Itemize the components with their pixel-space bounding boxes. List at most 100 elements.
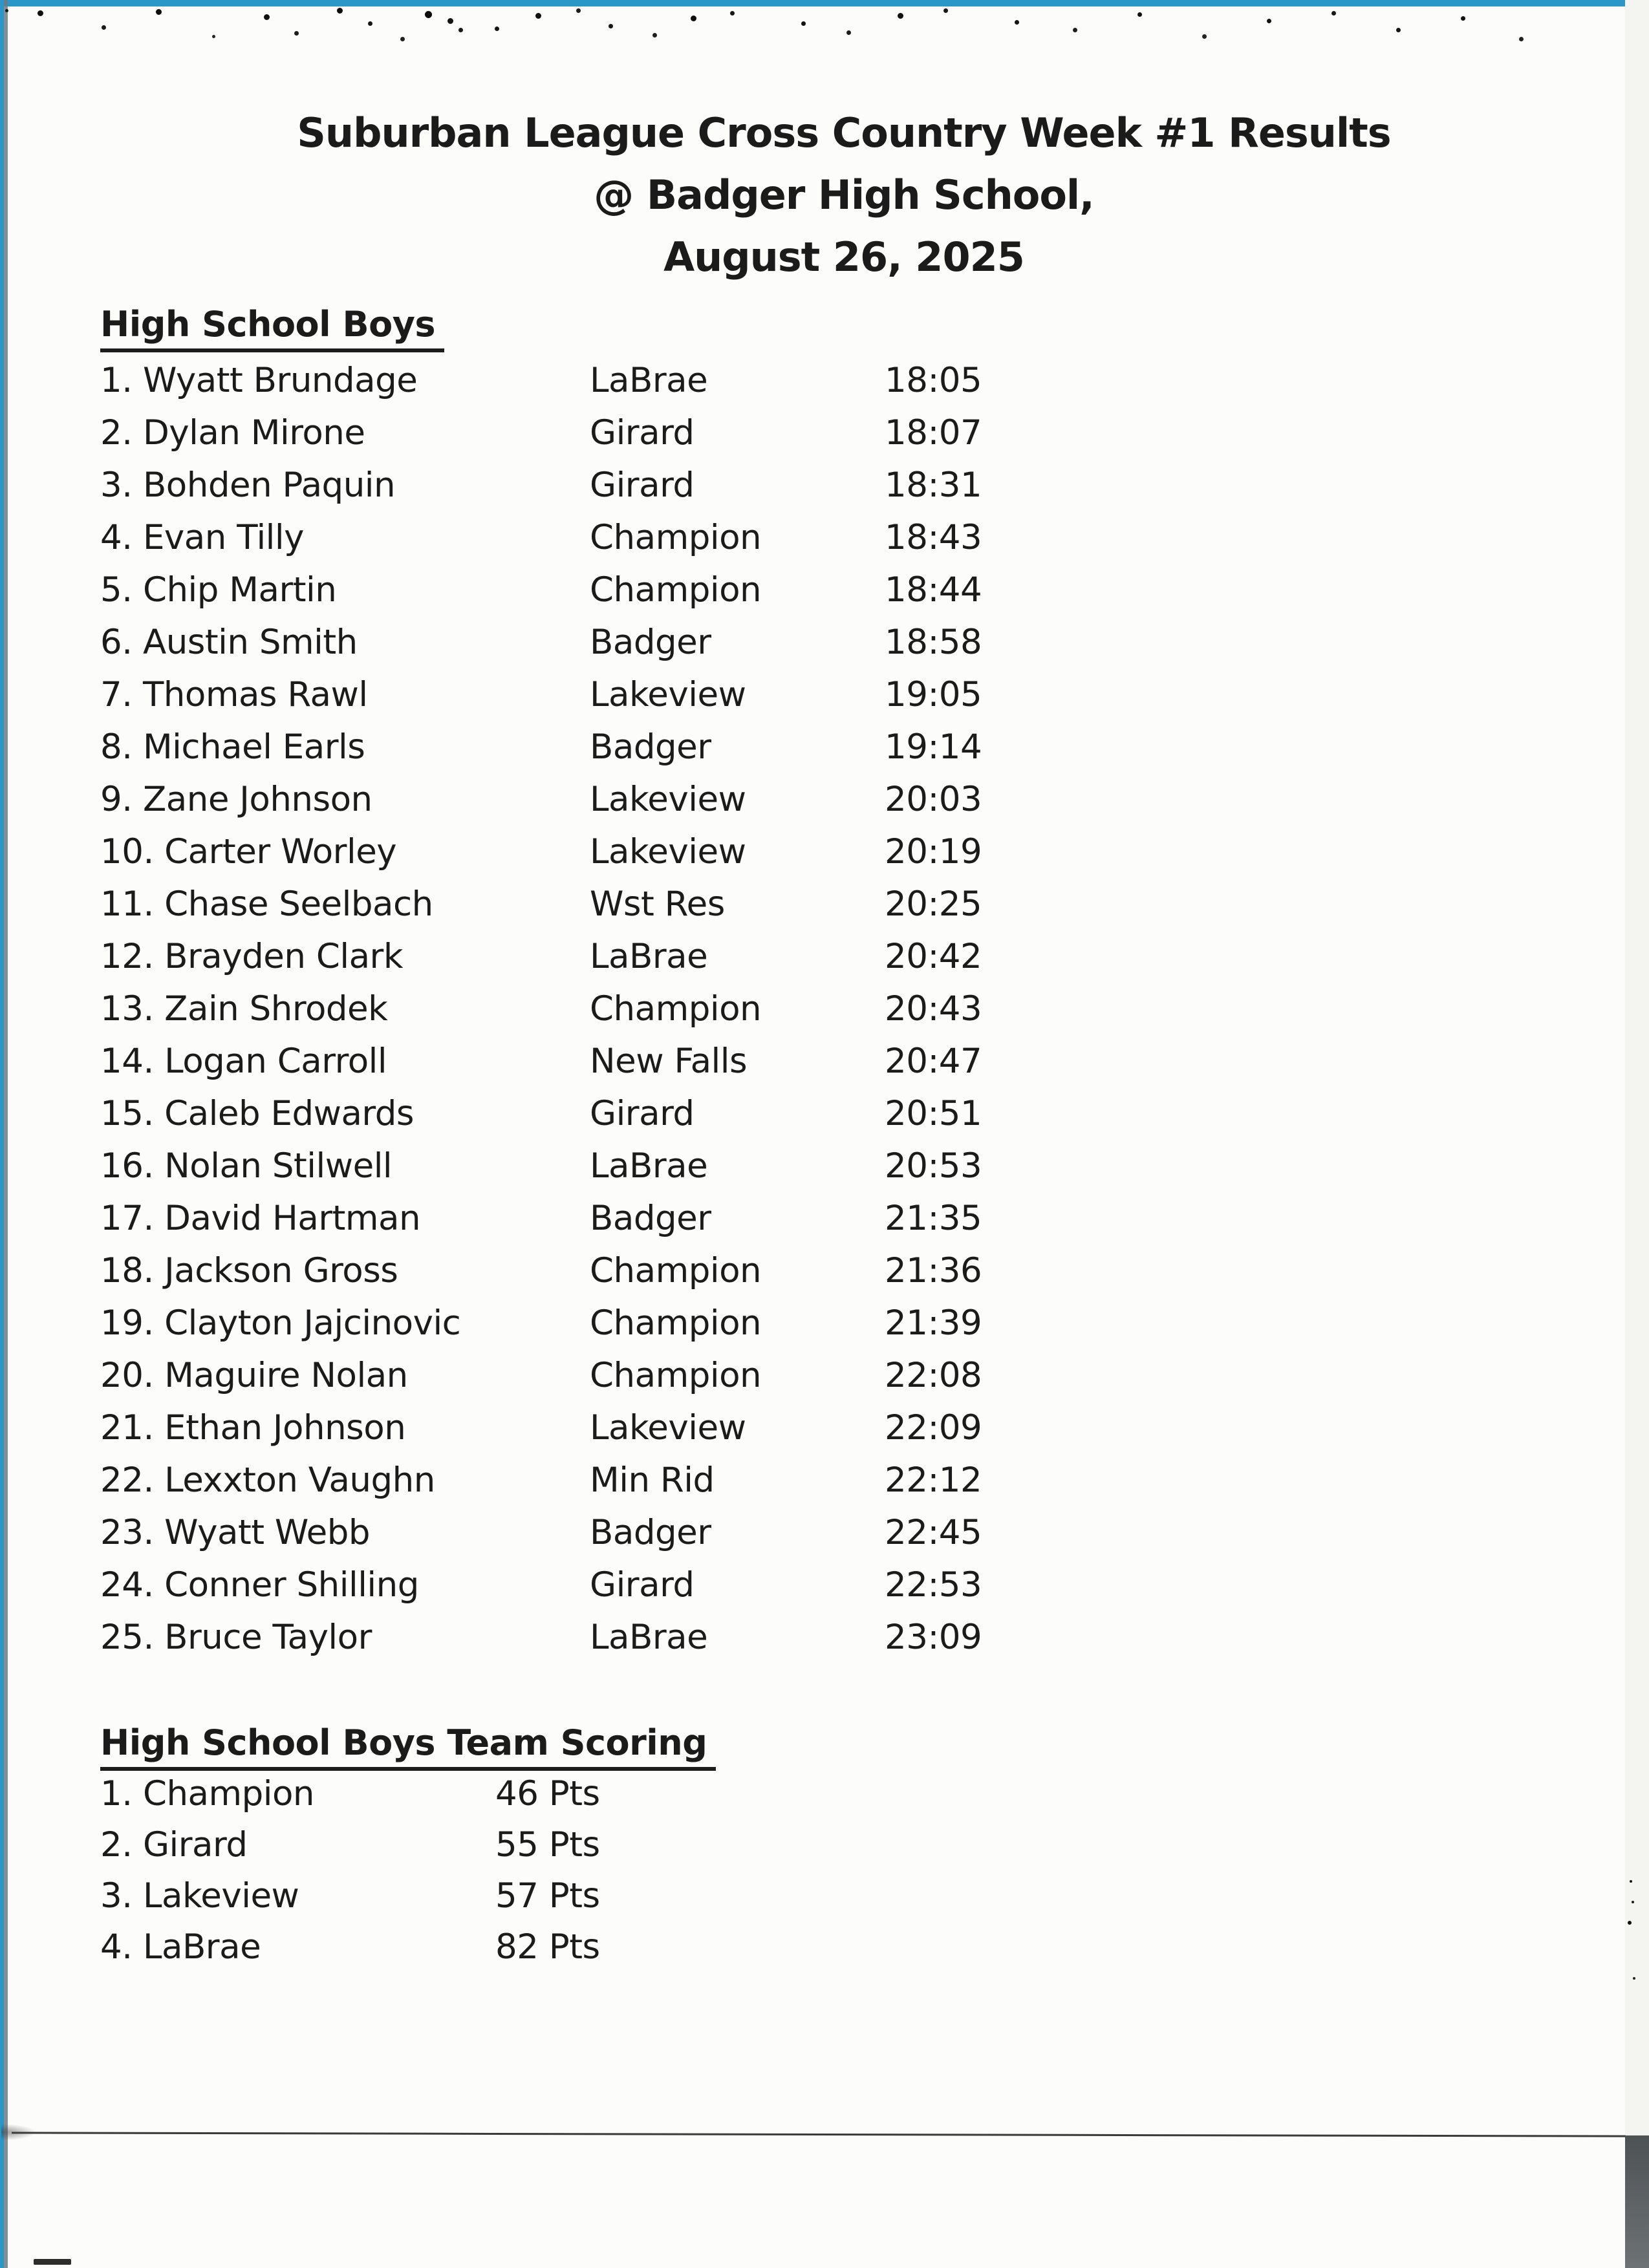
scanner-noise-speckles <box>5 9 8 12</box>
result-row: 25. Bruce Taylor LaBrae 23:09 <box>100 1611 1200 1664</box>
runner-time: 18:31 <box>885 465 982 505</box>
runner-name: Lexxton Vaughn <box>164 1460 435 1500</box>
team-rank: 2. <box>100 1825 133 1865</box>
runner-name: Bohden Paquin <box>142 465 396 505</box>
result-row: 16. Nolan Stilwell LaBrae 20:53 <box>100 1140 1200 1192</box>
result-row: 24. Conner Shilling Girard 22:53 <box>100 1559 1200 1611</box>
document-title: Suburban League Cross Country Week #1 Re… <box>39 102 1649 288</box>
runner-time: 18:05 <box>885 361 982 400</box>
team-score-row: 1. Champion 46 Pts <box>100 1768 1200 1819</box>
scanner-corner-shadow <box>1625 2135 1649 2268</box>
runner-time: 18:07 <box>885 413 982 453</box>
runner-time: 20:42 <box>885 937 982 976</box>
scan-edge-strip-top <box>0 0 1649 6</box>
runner-name: Austin Smith <box>142 623 358 662</box>
runner-name: Evan Tilly <box>142 518 305 557</box>
team-name: Lakeview <box>142 1876 299 1916</box>
result-row: 2. Dylan Mirone Girard 18:07 <box>100 407 1200 459</box>
runner-rank: 25. <box>100 1618 154 1657</box>
title-line-2: @ Badger High School, <box>594 171 1094 219</box>
team-points: 46 Pts <box>495 1774 600 1813</box>
results-section-heading: High School Boys <box>100 304 445 352</box>
team-name: LaBrae <box>142 1927 261 1967</box>
runner-name: Jackson Gross <box>164 1251 398 1290</box>
scan-edge-shadow-left <box>4 0 8 2268</box>
result-row: 20. Maguire Nolan Champion 22:08 <box>100 1349 1200 1402</box>
runner-school: LaBrae <box>590 1146 708 1186</box>
team-score-row: 2. Girard 55 Pts <box>100 1819 1200 1870</box>
team-rank: 4. <box>100 1927 133 1967</box>
runner-time: 21:35 <box>885 1199 982 1238</box>
team-name: Champion <box>142 1774 315 1813</box>
runner-rank: 6. <box>100 623 133 662</box>
runner-rank: 4. <box>100 518 133 557</box>
team-scoring-list: 1. Champion 46 Pts 2. Girard 55 Pts 3. L… <box>100 1768 1200 1973</box>
runner-time: 20:43 <box>885 989 982 1029</box>
runner-school: Girard <box>590 1094 695 1133</box>
runner-name: Chip Martin <box>142 570 337 610</box>
runner-rank: 11. <box>100 884 154 924</box>
runner-school: Champion <box>590 989 762 1029</box>
result-row: 10. Carter Worley Lakeview 20:19 <box>100 826 1200 878</box>
runner-time: 20:51 <box>885 1094 982 1133</box>
runner-school: Girard <box>590 1565 695 1605</box>
results-list: 1. Wyatt Brundage LaBrae 18:05 2. Dylan … <box>100 354 1200 1664</box>
runner-rank: 13. <box>100 989 154 1029</box>
runner-rank: 15. <box>100 1094 154 1133</box>
runner-rank: 7. <box>100 675 133 714</box>
runner-school: Girard <box>590 413 695 453</box>
scanner-mark-bottom-left <box>34 2259 71 2265</box>
runner-school: Badger <box>590 1513 711 1552</box>
result-row: 9. Zane Johnson Lakeview 20:03 <box>100 773 1200 826</box>
runner-time: 19:14 <box>885 727 982 767</box>
runner-rank: 20. <box>100 1356 154 1395</box>
runner-school: Wst Res <box>590 884 725 924</box>
runner-time: 22:12 <box>885 1460 982 1500</box>
runner-name: Chase Seelbach <box>164 884 433 924</box>
runner-rank: 2. <box>100 413 133 453</box>
result-row: 3. Bohden Paquin Girard 18:31 <box>100 459 1200 511</box>
runner-time: 22:08 <box>885 1356 982 1395</box>
runner-school: Champion <box>590 1251 762 1290</box>
runner-name: Ethan Johnson <box>164 1408 406 1448</box>
runner-time: 22:45 <box>885 1513 982 1552</box>
team-points: 55 Pts <box>495 1825 600 1865</box>
runner-time: 22:53 <box>885 1565 982 1605</box>
runner-time: 20:25 <box>885 884 982 924</box>
scanner-background-right <box>1625 0 1649 2137</box>
runner-name: Thomas Rawl <box>142 675 368 714</box>
runner-rank: 10. <box>100 832 154 872</box>
result-row: 18. Jackson Gross Champion 21:36 <box>100 1245 1200 1297</box>
runner-name: Clayton Jajcinovic <box>164 1303 461 1343</box>
runner-rank: 9. <box>100 780 133 819</box>
runner-name: Caleb Edwards <box>164 1094 415 1133</box>
runner-rank: 14. <box>100 1042 154 1081</box>
team-rank: 3. <box>100 1876 133 1916</box>
runner-school: Champion <box>590 1303 762 1343</box>
team-score-row: 4. LaBrae 82 Pts <box>100 1921 1200 1973</box>
runner-rank: 19. <box>100 1303 154 1343</box>
runner-time: 18:58 <box>885 623 982 662</box>
runner-name: Conner Shilling <box>164 1565 419 1605</box>
runner-time: 21:39 <box>885 1303 982 1343</box>
runner-time: 18:43 <box>885 518 982 557</box>
result-row: 4. Evan Tilly Champion 18:43 <box>100 511 1200 564</box>
runner-school: Lakeview <box>590 675 746 714</box>
scanner-noise-speckles-right <box>1630 1880 1632 1883</box>
team-name: Girard <box>142 1825 248 1865</box>
runner-rank: 12. <box>100 937 154 976</box>
result-row: 12. Brayden Clark LaBrae 20:42 <box>100 930 1200 983</box>
runner-name: Brayden Clark <box>164 937 404 976</box>
result-row: 5. Chip Martin Champion 18:44 <box>100 564 1200 616</box>
result-row: 11. Chase Seelbach Wst Res 20:25 <box>100 878 1200 930</box>
runner-name: Dylan Mirone <box>142 413 365 453</box>
result-row: 15. Caleb Edwards Girard 20:51 <box>100 1087 1200 1140</box>
title-line-1: Suburban League Cross Country Week #1 Re… <box>297 109 1391 156</box>
scan-edge-strip-left <box>0 0 4 2268</box>
runner-school: Lakeview <box>590 1408 746 1448</box>
runner-time: 19:05 <box>885 675 982 714</box>
result-row: 13. Zain Shrodek Champion 20:43 <box>100 983 1200 1035</box>
runner-time: 20:53 <box>885 1146 982 1186</box>
runner-rank: 17. <box>100 1199 154 1238</box>
